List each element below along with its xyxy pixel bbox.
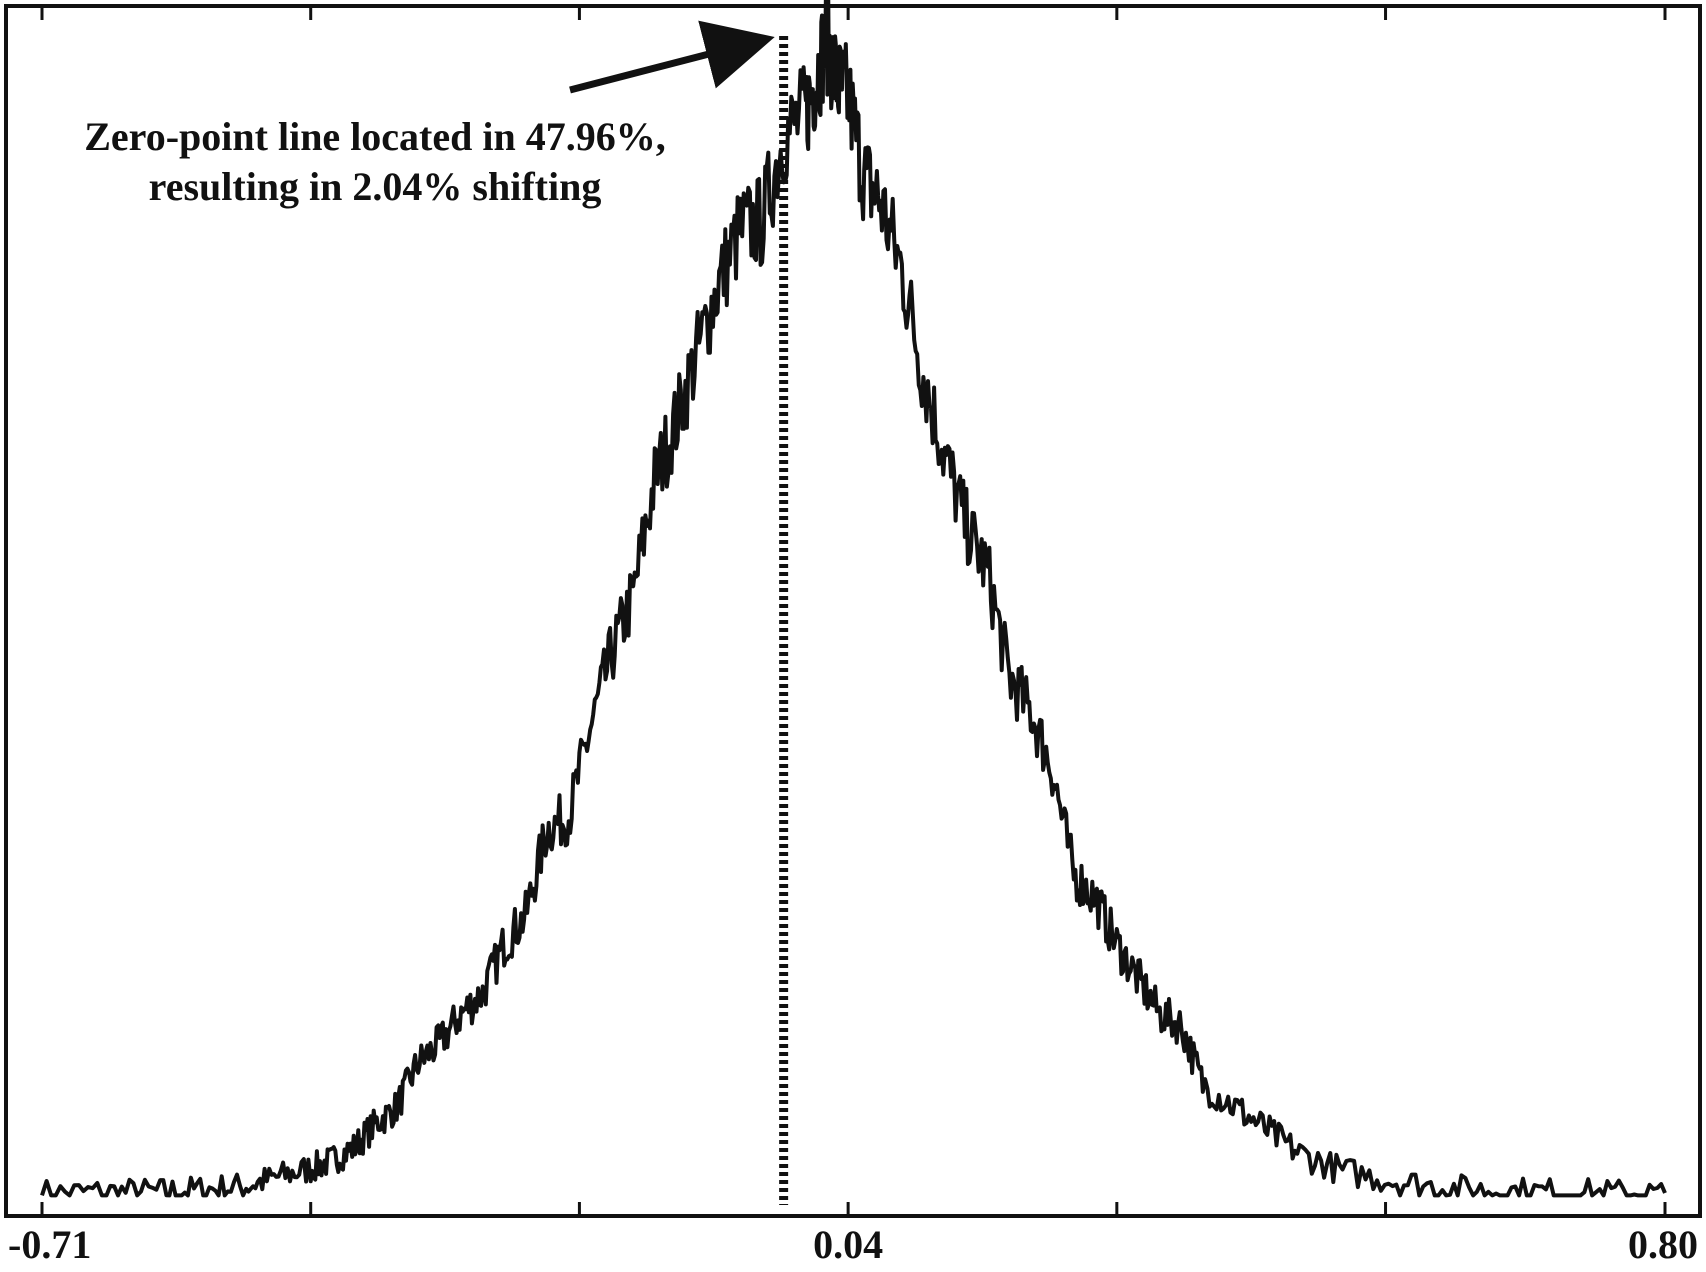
annotation-arrow — [569, 20, 775, 94]
annotation-line-1: Zero-point line located in 47.96%, — [84, 114, 665, 159]
x-tick-label: 0.04 — [813, 1222, 883, 1267]
plot-frame — [4, 4, 1702, 1218]
x-tick-label: -0.71 — [8, 1222, 91, 1267]
annotation-line-2: resulting in 2.04% shifting — [149, 164, 602, 209]
x-axis-tick-labels: -0.71 0.04 0.80 — [8, 1222, 1698, 1267]
x-axis-ticks — [40, 6, 1667, 1216]
x-tick-label: 0.80 — [1628, 1222, 1698, 1267]
distribution-curve — [40, 0, 1667, 1198]
